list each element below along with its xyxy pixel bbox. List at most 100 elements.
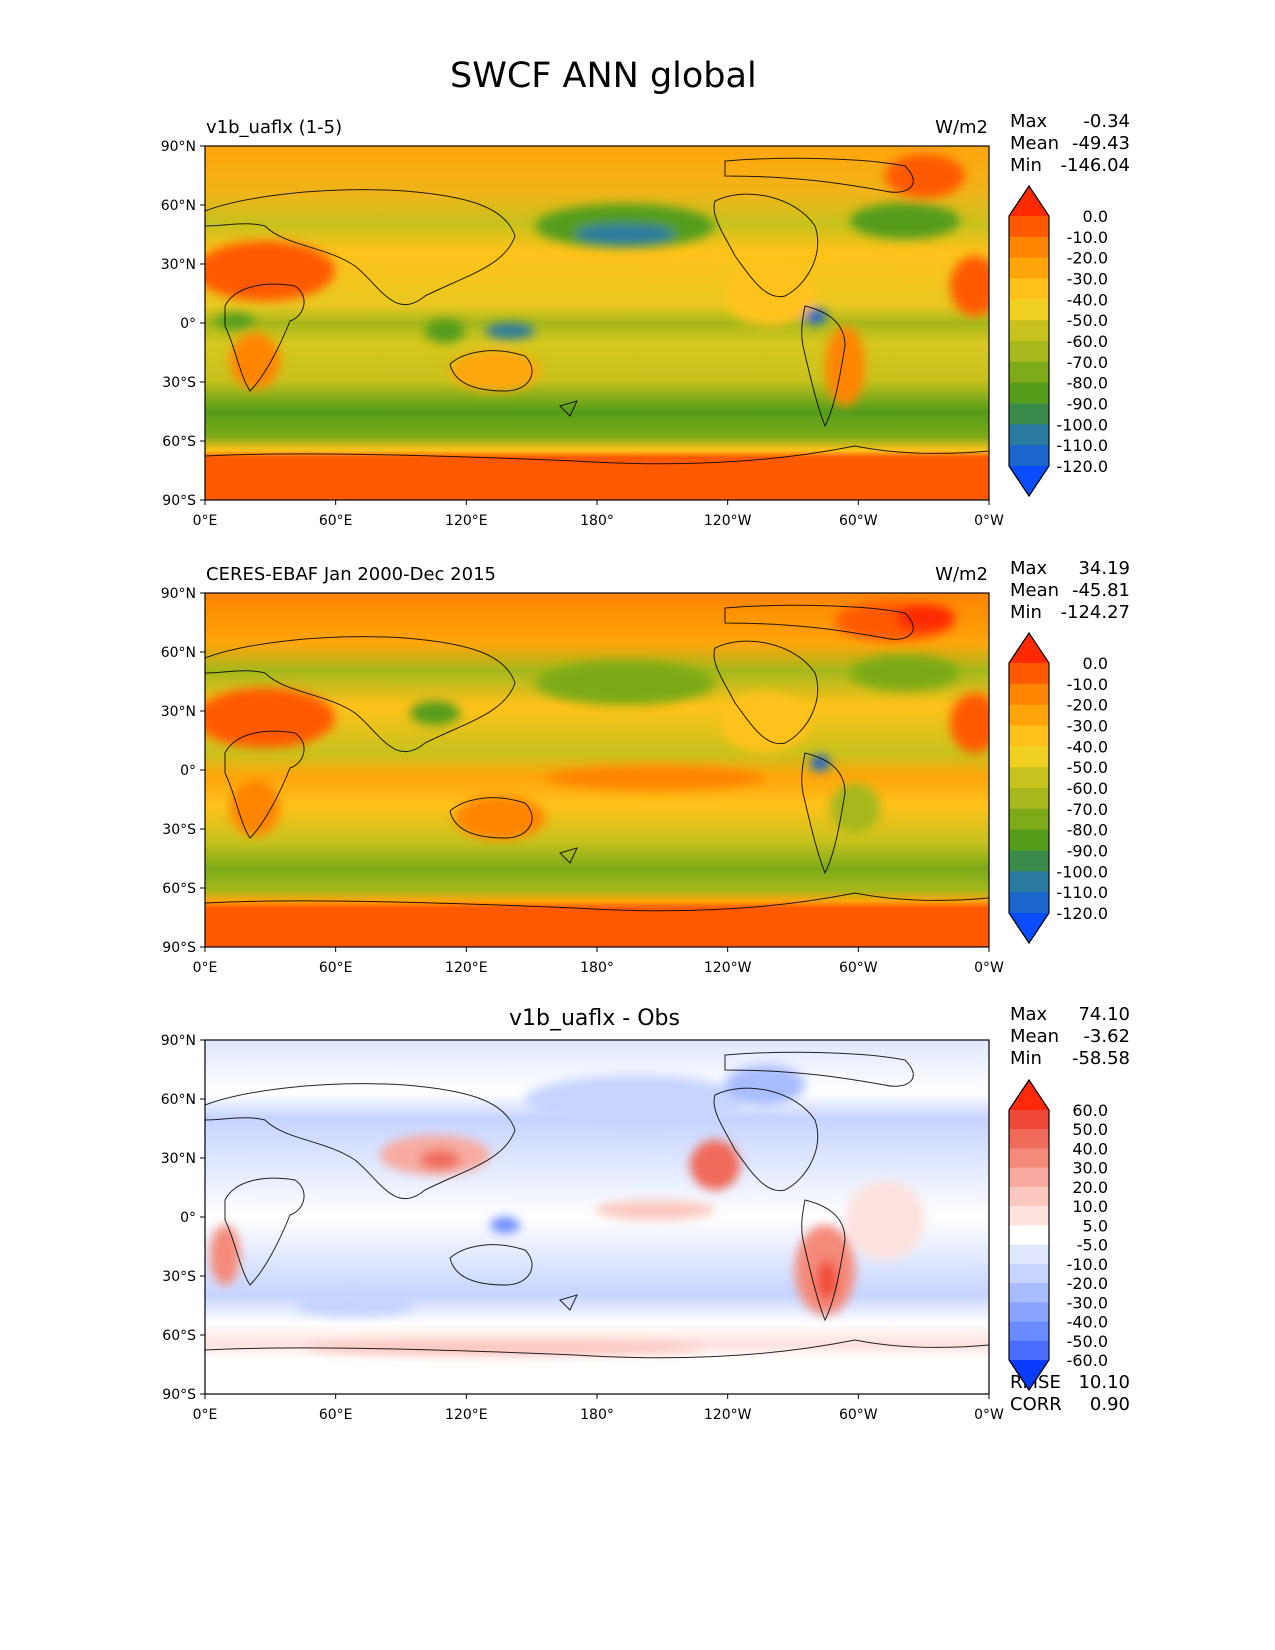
lat-tick-label: 30°S: [162, 1269, 196, 1285]
colorbar-2-segment: [1009, 850, 1049, 872]
colorbar-2-label: -100.0: [1056, 862, 1108, 881]
panel-1-title: v1b_uaflx (1-5): [206, 117, 343, 138]
colorbar-1-segment: [1009, 216, 1049, 238]
colorbar-3-label: 40.0: [1072, 1139, 1108, 1158]
colorbar-3-label: -50.0: [1067, 1332, 1108, 1351]
colorbar-3-segment: [1009, 1129, 1049, 1149]
lon-tick-label: 60°E: [319, 1407, 353, 1423]
colorbar-3-label: 30.0: [1072, 1159, 1108, 1178]
colorbar-3-label: -5.0: [1077, 1236, 1108, 1255]
colorbar-1-segment: [1009, 278, 1049, 300]
colorbar-3-segment: [1009, 1110, 1049, 1130]
colorbar-3-segment: [1009, 1225, 1049, 1246]
colorbar-2-label: -50.0: [1067, 758, 1108, 777]
lon-tick-label: 0°W: [974, 1407, 1004, 1423]
colorbar-3-label: 60.0: [1072, 1101, 1108, 1120]
rmse-value: 10.10: [1078, 1372, 1130, 1393]
colorbar-1-segment: [1009, 403, 1049, 425]
colorbar-3-segment: [1009, 1244, 1049, 1265]
lon-tick-label: 120°E: [445, 1407, 488, 1423]
colorbar-1-label: -50.0: [1067, 311, 1108, 330]
colorbar-2-label: -70.0: [1067, 800, 1108, 819]
lat-tick-label: 90°S: [162, 940, 196, 956]
stat-min-label: Min: [1010, 155, 1042, 176]
corr-label: CORR: [1010, 1394, 1062, 1415]
colorbar-3-label: -10.0: [1067, 1255, 1108, 1274]
stat-min-label: Min: [1010, 1048, 1042, 1069]
stat-max-value: -0.34: [1083, 111, 1130, 132]
colorbar-3-segment: [1009, 1340, 1049, 1361]
lat-tick-label: 90°S: [162, 493, 196, 509]
lon-tick-label: 120°W: [704, 1407, 752, 1423]
panel-3-metrics: RMSE 10.10 CORR 0.90: [1010, 1372, 1130, 1416]
stat-max-value: 74.10: [1078, 1004, 1130, 1025]
stat-mean-label: Mean: [1010, 580, 1060, 601]
colorbar-1-label: -70.0: [1067, 353, 1108, 372]
corr-value: 0.90: [1089, 1394, 1130, 1415]
colorbar-2-label: -90.0: [1067, 842, 1108, 861]
colorbar-3-segment: [1009, 1167, 1049, 1188]
lat-tick-label: 0°: [180, 1210, 196, 1226]
lon-tick-label: 120°E: [445, 513, 488, 529]
lat-tick-label: 30°S: [162, 822, 196, 838]
panel-2-map: [205, 593, 989, 947]
lat-tick-label: 90°N: [161, 1033, 196, 1049]
colorbar-3-label: -60.0: [1067, 1351, 1108, 1370]
colorbar-2-segment: [1009, 683, 1049, 706]
colorbar-2-segment: [1009, 704, 1049, 726]
colorbar-1-outline: [1008, 184, 1050, 498]
colorbar-1-label: -10.0: [1067, 228, 1108, 247]
panel-3-title: v1b_uaflx - Obs: [509, 1006, 680, 1031]
colorbar-1-segment: [1009, 424, 1049, 446]
colorbar-3-segment: [1009, 1206, 1049, 1226]
colorbar-2-label: -110.0: [1056, 883, 1108, 902]
colorbar-2-label: 0.0: [1083, 654, 1108, 673]
colorbar-1-extend-max: [1009, 186, 1049, 216]
stat-mean-label: Mean: [1010, 133, 1060, 154]
colorbar-1-label: -30.0: [1067, 270, 1108, 289]
lat-tick-label: 90°S: [162, 1387, 196, 1403]
colorbar-2-segment: [1009, 788, 1049, 810]
colorbar-3-extend-max: [1009, 1080, 1049, 1110]
lat-tick-label: 0°: [180, 316, 196, 332]
lon-tick-label: 180°: [580, 960, 614, 976]
colorbar-2-segment: [1009, 725, 1049, 747]
colorbar-2-segment: [1009, 767, 1049, 789]
lon-tick-label: 120°E: [445, 960, 488, 976]
colorbar-2-segment: [1009, 808, 1049, 831]
lon-tick-label: 0°W: [974, 513, 1004, 529]
colorbar-2-label: -120.0: [1056, 904, 1108, 923]
lon-tick-label: 120°W: [704, 513, 752, 529]
panel-2-stats: Max 34.19 Mean -45.81 Min -124.27: [1010, 558, 1130, 624]
lat-tick-label: 60°S: [162, 881, 196, 897]
panel-1-stats: Max -0.34 Mean -49.43 Min -146.04: [1010, 111, 1130, 177]
lat-tick-label: 90°N: [161, 586, 196, 602]
stat-mean-value: -45.81: [1071, 580, 1130, 601]
colorbar-1-label: -40.0: [1067, 290, 1108, 309]
stat-max-label: Max: [1010, 111, 1048, 132]
stat-max-label: Max: [1010, 1004, 1048, 1025]
colorbar-2-segment: [1009, 663, 1049, 685]
colorbar-1-label: -60.0: [1067, 332, 1108, 351]
stat-mean-label: Mean: [1010, 1026, 1060, 1047]
panel-1-units: W/m2: [935, 117, 988, 138]
stat-min-value: -146.04: [1060, 155, 1130, 176]
colorbar-1-segment: [1009, 257, 1049, 279]
lon-tick-label: 60°W: [839, 1407, 878, 1423]
lon-tick-label: 0°E: [193, 513, 218, 529]
colorbar-2-label: -10.0: [1067, 675, 1108, 694]
colorbar-1-label: -100.0: [1056, 415, 1108, 434]
colorbar-3-segment: [1009, 1302, 1049, 1323]
colorbar-1-segment: [1009, 320, 1049, 342]
lat-tick-label: 60°S: [162, 434, 196, 450]
lon-tick-label: 60°E: [319, 513, 353, 529]
stat-max-value: 34.19: [1078, 558, 1130, 579]
lon-tick-label: 60°W: [839, 960, 878, 976]
colorbar-1-segment: [1009, 341, 1049, 363]
colorbar-1-label: -90.0: [1067, 395, 1108, 414]
lon-tick-label: 120°W: [704, 960, 752, 976]
lat-tick-label: 30°S: [162, 375, 196, 391]
colorbar-2-label: -60.0: [1067, 779, 1108, 798]
colorbar-1-segment: [1009, 361, 1049, 384]
colorbar-2-extend-max: [1009, 633, 1049, 663]
